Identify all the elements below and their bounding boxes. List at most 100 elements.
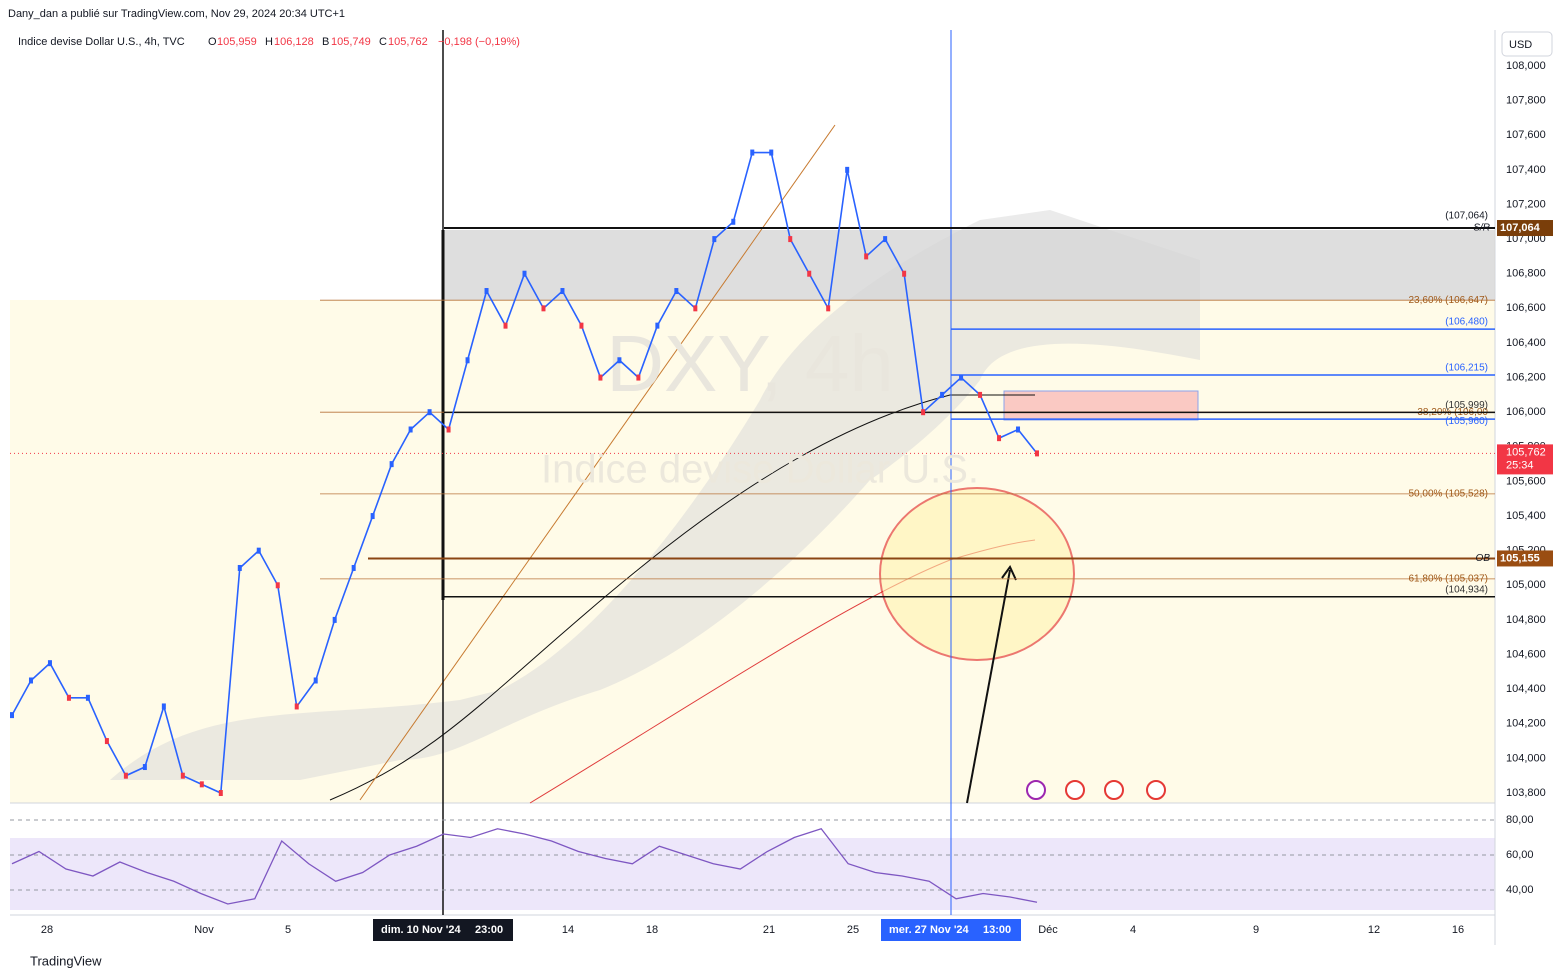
fib-label: 61,80% (105,037) [1408, 574, 1488, 585]
price-tick-label: 106,400 [1506, 337, 1546, 349]
price-tick-label: 106,000 [1506, 406, 1546, 418]
candle-close [693, 305, 698, 312]
candle-close [408, 426, 413, 433]
candle-close [978, 391, 983, 398]
time-tick-label: 21 [763, 924, 775, 936]
candle-close [997, 435, 1002, 442]
candle-close [389, 461, 394, 468]
price-tick-label: 104,200 [1506, 718, 1546, 730]
currency-btn[interactable] [1501, 31, 1553, 57]
candle-close [503, 322, 508, 329]
candle-close [522, 270, 527, 277]
cursor-label: mer. 27 Nov '24 [889, 924, 970, 936]
last-price: 105,762 [1506, 446, 1546, 458]
event-icon[interactable] [1146, 780, 1166, 800]
candle-close [237, 564, 242, 571]
time-tick-label: 28 [41, 924, 53, 936]
level-box [1497, 220, 1553, 237]
publisher: Dany_dan a publié sur TradingView.com, N… [8, 8, 345, 20]
last-box [1497, 444, 1553, 475]
sr-zone [444, 230, 1495, 300]
ohlc-key: O [208, 36, 217, 48]
time-tick-label: 25 [847, 924, 859, 936]
candle-close [788, 236, 793, 243]
trendline [359, 124, 836, 801]
candle-close [902, 270, 907, 277]
rsi-tick-label: 40,00 [1506, 884, 1534, 896]
ohlc-key: C [379, 36, 387, 48]
level-label: (106,480) [1445, 317, 1488, 328]
candle-close [199, 781, 204, 788]
candle-close [541, 305, 546, 312]
candle-close [47, 660, 52, 667]
price-tick-label: 108,000 [1506, 60, 1546, 72]
arrow [966, 569, 1011, 804]
ohlc-value: 105,749 [331, 36, 371, 48]
event-icon[interactable] [1065, 780, 1085, 800]
price-tick-label: 106,600 [1506, 302, 1546, 314]
time-tick-label: 4 [1130, 924, 1136, 936]
candle-close [750, 149, 755, 156]
ohlc-key: H [265, 36, 273, 48]
price-tick-label: 104,600 [1506, 648, 1546, 660]
event-icon[interactable] [1104, 780, 1124, 800]
candle-close [1016, 426, 1021, 433]
footer-logo: TradingView [30, 953, 102, 968]
ohlc-value: 106,128 [274, 36, 314, 48]
price-tick-label: 105,600 [1506, 475, 1546, 487]
candle-close [940, 391, 945, 398]
ohlc-value: 105,762 [388, 36, 428, 48]
level-tag: OB [1476, 553, 1491, 564]
price-tick-label: 105,000 [1506, 579, 1546, 591]
candle-close [446, 426, 451, 433]
candle-close [826, 305, 831, 312]
price-tick-label: 107,600 [1506, 129, 1546, 141]
currency[interactable]: USD [1509, 39, 1532, 51]
candle-close [921, 409, 926, 416]
cursor-label: dim. 10 Nov '24 [381, 924, 462, 936]
candle-close [10, 712, 14, 719]
candle-close [864, 253, 869, 260]
candle-close [655, 322, 660, 329]
candle-close [104, 738, 109, 745]
candle-close [617, 357, 622, 364]
price-tick-label: 107,400 [1506, 164, 1546, 176]
level-price: 107,064 [1500, 222, 1541, 234]
price-tick-label: 106,200 [1506, 371, 1546, 383]
candle-close [579, 322, 584, 329]
time-tick-label: 16 [1452, 924, 1464, 936]
candle-close [1035, 450, 1039, 457]
cursor-box [881, 919, 1021, 941]
time-tick-label: 5 [285, 924, 291, 936]
level-price: 105,155 [1500, 552, 1540, 564]
time-tick-label: Nov [194, 924, 214, 936]
time-tick-label: 9 [1253, 924, 1259, 936]
candle-close [332, 616, 337, 623]
symbol: Indice devise Dollar U.S., 4h, TVC [18, 36, 185, 48]
rsi-tick-label: 60,00 [1506, 849, 1534, 861]
candle-close [636, 374, 641, 381]
candle-close [883, 236, 888, 243]
level-label: (104,934) [1445, 584, 1488, 595]
fib-label: 23,60% (106,647) [1408, 295, 1488, 306]
candle-close [598, 374, 603, 381]
ma-black [329, 394, 1035, 801]
candle-close [85, 694, 90, 701]
rsi-tick-label: 80,00 [1506, 814, 1534, 826]
candle-close [712, 236, 717, 243]
price-tick-label: 104,400 [1506, 683, 1546, 695]
countdown: 25:34 [1506, 459, 1534, 471]
candle-close [807, 270, 812, 277]
price-tick-label: 104,000 [1506, 752, 1546, 764]
candle-close [123, 772, 128, 779]
candle-close [313, 677, 318, 684]
price-tick-label: 107,200 [1506, 198, 1546, 210]
candle-close [560, 288, 565, 295]
level-note: (107,064) [1445, 211, 1488, 222]
event-icon[interactable] [1026, 780, 1046, 800]
candle-close [674, 288, 679, 295]
candle-close [769, 149, 774, 156]
candle-close [275, 582, 280, 589]
candle-close [351, 564, 356, 571]
